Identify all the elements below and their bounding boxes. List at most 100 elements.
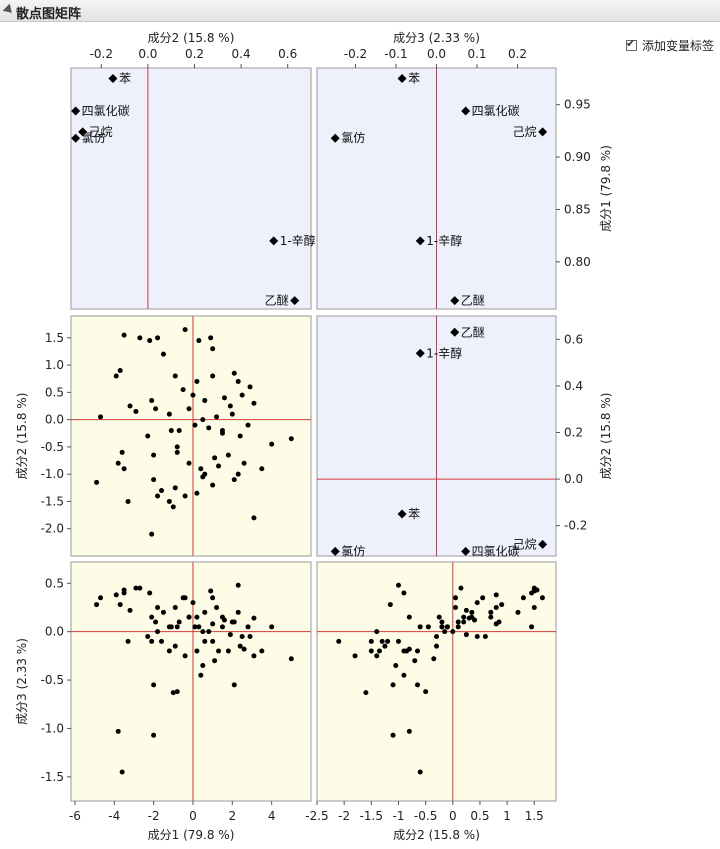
score-point bbox=[194, 614, 200, 620]
score-point bbox=[170, 504, 176, 510]
loading-marker bbox=[290, 296, 300, 306]
score-point bbox=[137, 335, 143, 341]
plot-panel-bg bbox=[70, 67, 312, 310]
axis-title-left-pc3: 成分3 (2.33 %) bbox=[15, 638, 29, 725]
score-point bbox=[160, 351, 166, 357]
score-point bbox=[474, 600, 480, 606]
score-point bbox=[180, 595, 186, 601]
score-point bbox=[463, 632, 469, 638]
score-point bbox=[401, 590, 407, 596]
score-point bbox=[453, 595, 459, 601]
score-point bbox=[214, 604, 220, 610]
axis-title-bottom-pc2: 成分2 (15.8 %) bbox=[393, 828, 480, 842]
tick-label: 0.4 bbox=[232, 47, 251, 61]
score-point bbox=[434, 643, 439, 649]
score-point bbox=[387, 602, 393, 608]
score-point bbox=[376, 648, 382, 654]
score-point bbox=[94, 602, 100, 608]
score-point bbox=[439, 624, 445, 630]
score-point bbox=[98, 414, 104, 420]
add-variable-labels-text: 添加变量标签 bbox=[642, 39, 715, 53]
tick-label: 0.0 bbox=[138, 47, 157, 61]
add-variable-labels-option[interactable]: ✔ 添加变量标签 bbox=[626, 37, 714, 54]
score-point bbox=[113, 373, 119, 379]
score-point bbox=[180, 387, 186, 393]
score-point bbox=[406, 728, 412, 734]
score-point bbox=[149, 638, 155, 644]
score-point bbox=[499, 602, 505, 608]
score-point bbox=[168, 428, 174, 434]
score-point bbox=[125, 638, 131, 644]
loading-label: 乙醚 bbox=[265, 294, 289, 308]
score-point bbox=[239, 392, 245, 398]
loading-label: 乙醚 bbox=[461, 325, 485, 339]
score-point bbox=[170, 690, 176, 696]
score-point bbox=[450, 629, 456, 635]
score-point bbox=[149, 531, 155, 537]
score-point bbox=[395, 582, 401, 588]
score-point bbox=[227, 632, 233, 638]
score-point bbox=[194, 378, 200, 384]
score-point bbox=[196, 624, 202, 630]
score-point bbox=[151, 477, 157, 483]
score-point bbox=[469, 609, 475, 615]
score-point bbox=[288, 436, 294, 442]
score-point bbox=[155, 604, 161, 610]
tick-label: 0.2 bbox=[185, 47, 204, 61]
score-point bbox=[151, 682, 157, 688]
score-point bbox=[172, 643, 178, 649]
tick-label: 1 bbox=[503, 809, 511, 823]
score-point bbox=[117, 602, 123, 608]
score-point bbox=[259, 648, 265, 654]
score-point bbox=[406, 614, 412, 620]
tick-label: 0.90 bbox=[564, 150, 591, 164]
score-point bbox=[436, 614, 442, 620]
score-point bbox=[336, 638, 342, 644]
score-point bbox=[206, 425, 212, 431]
tick-label: 1.5 bbox=[45, 331, 64, 345]
tick-label: -2 bbox=[148, 809, 160, 823]
score-point bbox=[417, 769, 423, 775]
loading-label: 氯仿 bbox=[341, 131, 365, 145]
score-point bbox=[192, 422, 198, 428]
tick-label: -1 bbox=[392, 809, 404, 823]
tick-label: 0.5 bbox=[45, 576, 64, 590]
score-point bbox=[202, 609, 208, 615]
add-variable-labels-checkbox[interactable]: ✔ bbox=[626, 37, 637, 51]
score-point bbox=[174, 449, 180, 455]
score-point bbox=[442, 629, 448, 635]
loading-label: 1-辛醇 bbox=[280, 233, 316, 248]
score-point bbox=[166, 411, 172, 417]
score-point bbox=[155, 629, 161, 635]
score-point bbox=[113, 592, 119, 598]
axis-title-right-pc2: 成分2 (15.8 %) bbox=[599, 393, 613, 480]
score-point bbox=[210, 373, 216, 379]
score-point bbox=[117, 368, 123, 374]
tick-label: -0.2 bbox=[564, 519, 587, 533]
tick-label: -1.5 bbox=[41, 494, 64, 508]
score-point bbox=[434, 634, 439, 640]
score-point bbox=[168, 624, 174, 630]
loading-label: 四氯化碳 bbox=[82, 104, 130, 118]
score-point bbox=[229, 411, 235, 417]
score-point bbox=[219, 614, 225, 620]
score-point bbox=[237, 643, 243, 649]
tick-label: -2.0 bbox=[41, 522, 64, 536]
score-point bbox=[458, 585, 464, 591]
tick-label: 0.80 bbox=[564, 255, 591, 269]
score-point bbox=[251, 615, 257, 621]
loading-marker bbox=[415, 348, 425, 358]
score-point bbox=[198, 672, 204, 678]
tick-label: -0.2 bbox=[344, 47, 367, 61]
score-point bbox=[212, 658, 218, 664]
score-point bbox=[172, 373, 178, 379]
score-point bbox=[239, 634, 245, 640]
score-point bbox=[482, 634, 488, 640]
loading-label: 四氯化碳 bbox=[472, 104, 520, 118]
tick-label: 1.5 bbox=[525, 809, 544, 823]
score-point bbox=[186, 614, 192, 620]
loading-marker bbox=[71, 133, 81, 143]
score-point bbox=[202, 638, 208, 644]
score-point bbox=[145, 433, 151, 439]
